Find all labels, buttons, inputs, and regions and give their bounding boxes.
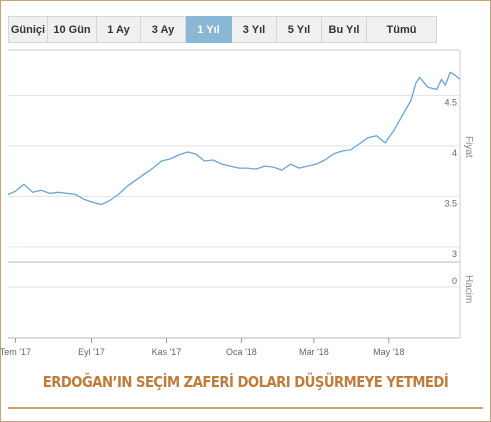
x-tick-label: Kas '17	[152, 347, 182, 357]
volume-tick-label: 0	[452, 276, 457, 286]
x-tick-label: Eyl '17	[78, 347, 105, 357]
price-tick-label: 3	[452, 249, 457, 259]
x-tick-label: Mar '18	[299, 347, 329, 357]
tab-5-years[interactable]: 5 Yıl	[277, 16, 322, 43]
footer-divider	[8, 407, 483, 409]
headline: ERDOĞAN’IN SEÇİM ZAFERİ DOLARI DÜŞÜRMEYE…	[42, 373, 449, 391]
price-chart: 3 3.5 4 4.5 0 Fiyat Hacim Tem '17 Eyl '17 Kas '17…	[0, 49, 474, 357]
tab-all[interactable]: Tümü	[367, 16, 437, 43]
x-tick-label: May '18	[373, 347, 404, 357]
price-tick-label: 4.5	[444, 97, 457, 107]
x-tick-label: Tem '17	[0, 347, 31, 357]
tab-ytd[interactable]: Bu Yıl	[322, 16, 367, 43]
tab-1-month[interactable]: 1 Ay	[97, 16, 141, 43]
x-tick-label: Oca '18	[226, 347, 257, 357]
tab-intraday[interactable]: Güniçi	[8, 16, 48, 43]
tab-3-months[interactable]: 3 Ay	[141, 16, 186, 43]
tab-1-year[interactable]: 1 Yıl	[186, 16, 232, 43]
tab-3-years[interactable]: 3 Yıl	[232, 16, 277, 43]
price-tick-label: 4	[452, 148, 457, 158]
price-tick-label: 3.5	[444, 198, 457, 208]
tab-10-days[interactable]: 10 Gün	[48, 16, 97, 43]
range-tabs: Güniçi 10 Gün 1 Ay 3 Ay 1 Yıl 3 Yıl 5 Yı…	[8, 16, 437, 43]
volume-axis-label: Hacim	[463, 275, 474, 303]
price-series-line	[7, 71, 461, 206]
price-axis-label: Fiyat	[463, 136, 474, 158]
